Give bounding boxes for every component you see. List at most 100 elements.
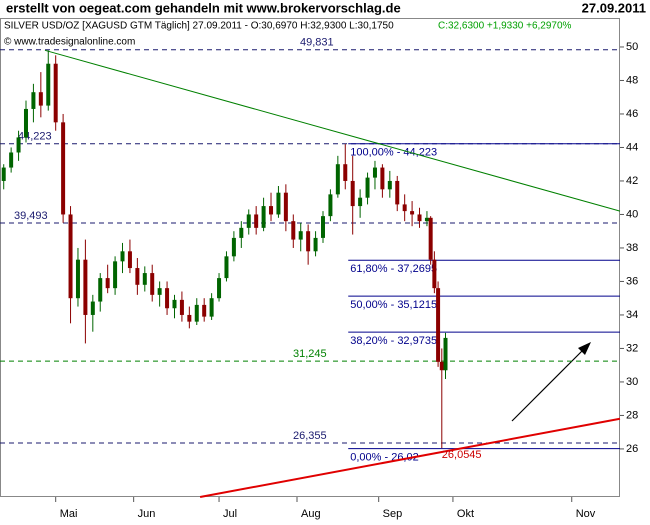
x-tick-label: Sep (383, 508, 403, 520)
candle-body (424, 217, 429, 222)
candle-body (269, 206, 274, 215)
candle-body (410, 211, 415, 215)
header-right: 27.09.2011 (582, 0, 646, 15)
x-tick-label: Jun (138, 508, 156, 520)
candle-body (142, 273, 147, 285)
candle-body (98, 278, 103, 302)
trendline (44, 49, 621, 212)
candle-body (432, 259, 437, 289)
trendline (199, 417, 621, 498)
y-tick-label: 30 (626, 376, 638, 388)
candle-body (61, 122, 66, 215)
candle-body (428, 217, 433, 260)
candle-body (1, 167, 6, 181)
candle-body (16, 137, 21, 153)
copyright: © www.tradesignalonline.com (4, 37, 135, 48)
y-tick-label: 44 (626, 141, 638, 153)
candle-body (335, 164, 340, 195)
x-tick-label: Aug (301, 508, 321, 520)
y-tick-label: 46 (626, 108, 638, 120)
plot-frame (0, 18, 620, 497)
candle-body (261, 206, 266, 228)
candle-body (172, 299, 177, 309)
candle-body (231, 237, 236, 257)
level-label: 44,223 (18, 131, 52, 143)
candle-body (313, 237, 318, 252)
x-tick-label: Okt (457, 508, 474, 520)
candle-body (120, 251, 125, 262)
candle-body (113, 261, 118, 289)
candle-body (83, 259, 88, 315)
y-tick-label: 26 (626, 443, 638, 455)
level-label: 49,831 (300, 37, 334, 49)
candle-body (343, 164, 348, 181)
candle-body (105, 278, 110, 289)
y-tick-label: 28 (626, 409, 638, 421)
candle-body (75, 259, 80, 299)
candle-body (224, 256, 229, 279)
candle-body (350, 180, 355, 207)
candle-body (276, 192, 281, 215)
x-tick-label: Nov (576, 508, 596, 520)
candle-body (380, 167, 385, 190)
candle-body (320, 216, 325, 238)
level-label: 39,493 (14, 210, 48, 222)
fib-label: 38,20% - 32,9735 (350, 335, 437, 347)
low-label: 26,0545 (442, 449, 482, 461)
candle-body (23, 108, 28, 138)
candle-body (372, 167, 377, 178)
y-tick-label: 32 (626, 342, 638, 354)
candle-body (283, 192, 288, 222)
candle-body (150, 273, 155, 295)
candle-body (358, 197, 363, 207)
candle-body (306, 231, 311, 252)
y-tick-label: 34 (626, 309, 638, 321)
candle-body (436, 288, 441, 362)
fib-label: 100,00% - 44,223 (350, 147, 437, 159)
candle-body (298, 231, 303, 240)
candle-body (53, 63, 58, 123)
y-tick-label: 48 (626, 74, 638, 86)
info: SILVER USD/OZ [XAGUSD GTM Täglich] 27.09… (4, 21, 394, 32)
candle-body (209, 298, 214, 317)
candle-body (38, 92, 43, 106)
candle-body (127, 251, 132, 269)
candle-body (217, 278, 222, 299)
fib-label: 61,80% - 37,2695 (350, 263, 437, 275)
candle-body (439, 361, 444, 371)
candle-body (395, 180, 400, 205)
candle-body (31, 92, 36, 109)
candle-body (202, 304, 207, 317)
candle-body (9, 152, 14, 168)
candle-body (254, 214, 259, 228)
candle-body (402, 204, 407, 212)
level-label: 31,245 (293, 348, 327, 360)
y-tick-label: 40 (626, 208, 638, 220)
candle-body (387, 180, 392, 190)
candle-body (239, 227, 244, 238)
candle-body (246, 214, 251, 228)
y-tick-label: 42 (626, 175, 638, 187)
candle-body (135, 268, 140, 285)
candle-body (187, 314, 192, 322)
candle-body (179, 299, 184, 315)
candle-body (68, 214, 73, 299)
x-tick-label: Mai (60, 508, 78, 520)
fib-label: 50,00% - 35,1215 (350, 299, 437, 311)
candle-body (365, 177, 370, 198)
arrow (511, 346, 587, 422)
y-tick-label: 36 (626, 275, 638, 287)
y-tick-label: 38 (626, 242, 638, 254)
fib-label: 0,00% - 26,02 (350, 452, 419, 464)
level-label: 26,355 (293, 430, 327, 442)
candle-body (194, 304, 199, 322)
y-tick-label: 50 (626, 41, 638, 53)
candle-body (165, 288, 170, 309)
arrow-head (578, 342, 591, 355)
candle-body (417, 214, 422, 222)
candle-body (328, 194, 333, 217)
candle-body (46, 63, 51, 106)
candle-body (157, 288, 162, 295)
info-change: C:32,6300 +1,9330 +6,2970% (438, 21, 572, 32)
